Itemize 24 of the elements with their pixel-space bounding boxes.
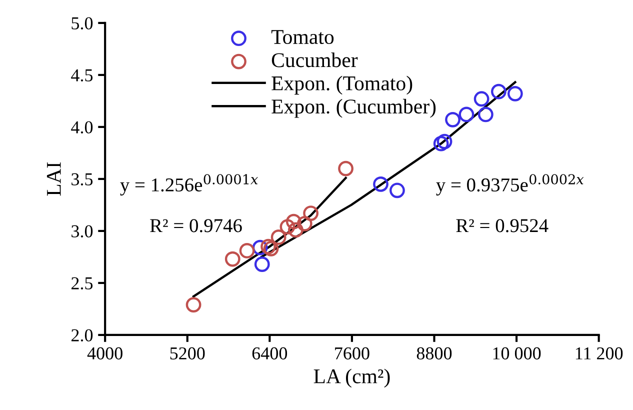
annotation: R² = 0.9746 <box>150 219 242 232</box>
y-tick-label: 2.0 <box>71 329 93 342</box>
x-tick-label: 10 000 <box>493 347 541 360</box>
annotation: R² = 0.9524 <box>456 219 548 232</box>
y-tick-label: 4.5 <box>71 69 93 82</box>
x-tick-label: 11 200 <box>576 347 623 360</box>
y-tick-label: 4.0 <box>71 121 93 134</box>
y-tick-label: 2.5 <box>71 277 93 290</box>
y-axis-title: LAI <box>46 162 61 196</box>
legend-label: Expon. (Tomato) <box>272 76 412 95</box>
x-tick-label: 6400 <box>252 347 288 360</box>
x-tick-label: 4000 <box>87 347 122 360</box>
legend-label: Tomato <box>271 30 334 44</box>
y-tick-label: 5.0 <box>72 17 93 30</box>
legend-label: Cucumber <box>272 52 358 68</box>
y-tick-label: 3.0 <box>72 225 93 238</box>
legend-label: Expon. (Cucumber) <box>272 98 436 118</box>
x-tick-label: 8800 <box>416 347 452 360</box>
annotation: y = 1.256e$^{0.0001x}$ <box>120 174 258 196</box>
x-tick-label: 7600 <box>335 347 370 360</box>
annotation: y = 0.9375e$^{0.0002x}$ <box>436 174 584 196</box>
y-tick-label: 3.5 <box>72 173 93 186</box>
x-axis-title: LA (cm²) <box>314 368 390 388</box>
x-tick-label: 5200 <box>170 347 205 360</box>
